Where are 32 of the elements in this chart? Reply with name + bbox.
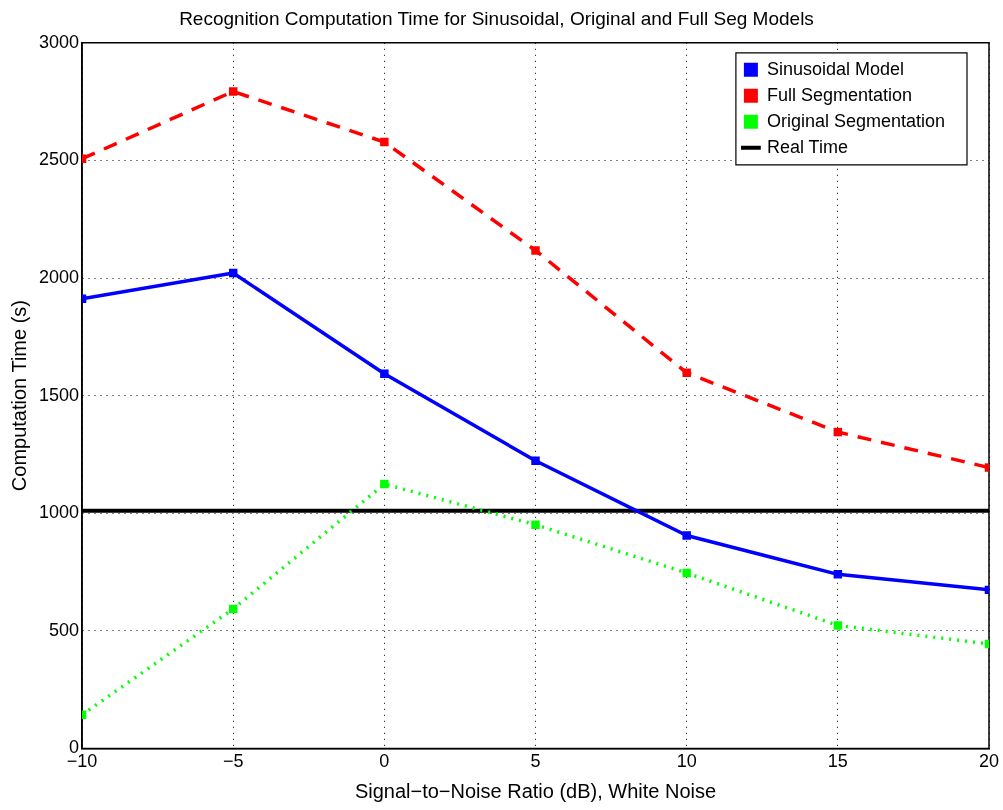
y-tick-label: 2500 bbox=[39, 149, 80, 170]
x-tick-label: 5 bbox=[530, 751, 541, 772]
legend-label: Sinusoidal Model bbox=[766, 58, 904, 79]
y-tick-label: 500 bbox=[49, 619, 80, 640]
legend-label: Real Time bbox=[766, 136, 848, 157]
point bbox=[380, 137, 389, 147]
x-tick-label: 10 bbox=[676, 751, 697, 772]
point bbox=[531, 246, 540, 255]
x-tick-label: 0 bbox=[379, 751, 390, 772]
x-axis-title: Signal−to−Noise Ratio (dB), White Noise bbox=[354, 779, 717, 802]
y-tick-label: 2000 bbox=[39, 266, 80, 287]
legend-label: Original Segmentation bbox=[766, 110, 946, 131]
legend-label: Full Segmentation bbox=[766, 84, 912, 105]
point bbox=[531, 456, 540, 465]
point bbox=[682, 531, 691, 540]
point bbox=[833, 570, 843, 579]
point bbox=[531, 520, 540, 529]
y-tick-label: 3000 bbox=[39, 31, 80, 52]
y-tick-label: 1500 bbox=[39, 384, 80, 405]
point bbox=[228, 87, 238, 96]
x-tick-label: 20 bbox=[978, 751, 1000, 772]
x-tick-label: 15 bbox=[827, 751, 848, 772]
y-tick-label: 1000 bbox=[39, 502, 80, 523]
y-axis-title: Computation Time (s) bbox=[7, 300, 30, 492]
point bbox=[380, 479, 389, 489]
point bbox=[682, 568, 691, 578]
y-tick-label: 0 bbox=[69, 737, 80, 758]
point bbox=[682, 368, 691, 378]
chart-title: Recognition Computation Time for Sinusoidal, Original and Full Seg Models bbox=[179, 7, 814, 29]
point bbox=[833, 621, 843, 630]
x-tick-label: −5 bbox=[222, 751, 244, 772]
point bbox=[380, 369, 389, 378]
